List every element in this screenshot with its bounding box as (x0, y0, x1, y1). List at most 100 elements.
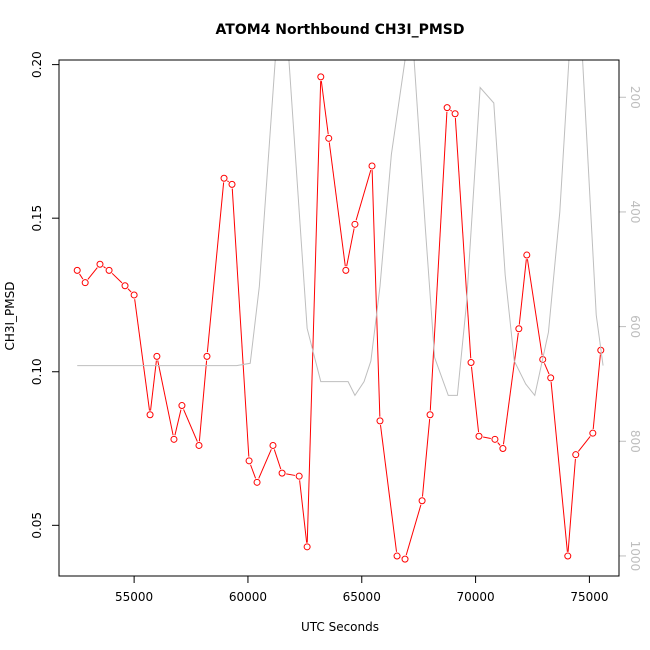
series-1-point (564, 552, 572, 560)
series-1-segment (127, 288, 132, 293)
series-1-point (220, 174, 228, 182)
series-1-point (317, 73, 325, 81)
series-1-segment (198, 360, 208, 442)
series-1-segment (405, 504, 422, 556)
series-1-segment (174, 409, 182, 436)
series-1-point (195, 441, 203, 449)
series-1-point (253, 478, 261, 486)
series-1-point (130, 291, 138, 299)
series-1-point (418, 497, 426, 505)
x-tick-label: 75000 (570, 590, 608, 604)
y-tick-label: 0.20 (30, 51, 44, 78)
series-1-segment (87, 267, 98, 280)
series-1-segment (371, 170, 381, 417)
x-tick-label: 65000 (343, 590, 381, 604)
series-1-segment (497, 442, 501, 446)
series-1-segment (157, 360, 174, 436)
series-1-point (146, 411, 154, 419)
series-1-point (228, 180, 236, 188)
series-1-segment (550, 382, 568, 552)
series-1-point (303, 543, 311, 551)
series-1-segment (380, 424, 398, 552)
series-1-segment (250, 464, 257, 479)
series-1-segment (273, 449, 282, 470)
series-1-point (73, 266, 81, 274)
series-1-point (572, 451, 580, 459)
x-tick-label: 60000 (229, 590, 267, 604)
series-1-point (295, 472, 303, 480)
series-1-segment (567, 458, 576, 552)
series-1-segment (421, 418, 431, 497)
series-1-point (153, 352, 161, 360)
series-1-segment (470, 366, 480, 433)
series-1-segment (328, 142, 346, 267)
series-1-segment (355, 169, 372, 221)
series-1-point (245, 457, 253, 465)
series-1-point (393, 552, 401, 560)
series-1-point (325, 134, 333, 142)
y2-tick-label: 600 (628, 315, 642, 338)
series-1-point (96, 260, 104, 268)
series-1-point (515, 325, 523, 333)
series-1-point (499, 445, 507, 453)
series-1-segment (111, 272, 123, 284)
series-1-point (203, 352, 211, 360)
series-1-point (178, 402, 186, 410)
series-1-point (401, 555, 409, 563)
series-1-point (81, 279, 89, 287)
y2-tick-label: 1000 (628, 541, 642, 572)
series-1-point (121, 282, 129, 290)
x-tick-label: 70000 (456, 590, 494, 604)
series-layer (73, 60, 605, 563)
series-1-segment (258, 449, 272, 479)
series-1-segment (306, 81, 322, 543)
series-1-point (105, 266, 113, 274)
series-1-point (426, 411, 434, 419)
series-1-segment (227, 180, 229, 183)
series-group-1 (73, 73, 605, 563)
series-1-segment (286, 473, 296, 476)
series-1-segment (320, 80, 329, 135)
series-2-line (77, 60, 604, 397)
series-1-point (376, 417, 384, 425)
series-1-segment (346, 228, 355, 267)
plot-frame (58, 59, 620, 577)
series-1-segment (592, 354, 601, 430)
y-tick-label: 0.05 (30, 512, 44, 539)
series-1-segment (577, 436, 591, 452)
series-1-point (491, 435, 499, 443)
series-1-point (351, 220, 359, 228)
series-1-segment (526, 259, 543, 356)
series-1-segment (183, 409, 198, 442)
x-tick-label: 55000 (115, 590, 153, 604)
series-1-segment (543, 363, 550, 375)
series-1-segment (518, 259, 527, 325)
series-1-point (278, 469, 286, 477)
series-1-point (342, 266, 350, 274)
series-1-segment (429, 111, 448, 411)
series-1-point (443, 104, 451, 112)
series-1-point (170, 435, 178, 443)
series-1-segment (206, 182, 225, 353)
series-1-point (523, 251, 531, 259)
y-tick-label: 0.10 (30, 358, 44, 385)
series-1-segment (483, 436, 491, 440)
y2-tick-label: 800 (628, 430, 642, 453)
y2-tick-label: 400 (628, 200, 642, 223)
series-1-segment (103, 266, 106, 269)
series-1-segment (299, 480, 308, 543)
y-axis-label: CH3I_PMSD (3, 281, 17, 350)
y-tick-label: 0.15 (30, 205, 44, 232)
series-1-segment (134, 299, 150, 411)
series-1-segment (79, 273, 84, 280)
series-1-point (475, 432, 483, 440)
series-1-segment (150, 360, 157, 411)
series-1-point (467, 359, 475, 367)
series-group-2 (77, 60, 604, 397)
series-1-point (547, 374, 555, 382)
series-1-point (368, 162, 376, 170)
chart-title: ATOM4 Northbound CH3I_PMSD (216, 22, 465, 38)
x-axis-label: UTC Seconds (301, 620, 379, 634)
